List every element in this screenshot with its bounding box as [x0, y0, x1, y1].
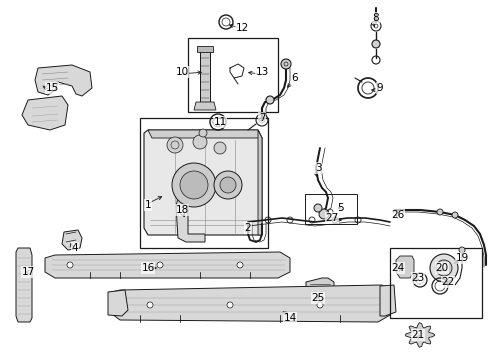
Circle shape — [226, 302, 232, 308]
Circle shape — [157, 262, 163, 268]
Circle shape — [167, 137, 183, 153]
Text: 1: 1 — [144, 200, 151, 210]
Text: 17: 17 — [21, 267, 35, 277]
Text: 14: 14 — [283, 313, 296, 323]
Polygon shape — [200, 50, 209, 102]
Circle shape — [313, 204, 321, 212]
Text: 19: 19 — [454, 253, 468, 263]
Text: 15: 15 — [45, 83, 59, 93]
Text: 24: 24 — [390, 263, 404, 273]
Text: 3: 3 — [314, 163, 321, 173]
Circle shape — [265, 96, 273, 104]
Text: 21: 21 — [410, 330, 424, 340]
Text: 2: 2 — [244, 223, 251, 233]
Circle shape — [214, 142, 225, 154]
Polygon shape — [45, 252, 289, 278]
Circle shape — [435, 260, 451, 276]
Circle shape — [429, 254, 457, 282]
Polygon shape — [305, 278, 333, 310]
Polygon shape — [143, 130, 262, 235]
Circle shape — [220, 177, 236, 193]
Text: 9: 9 — [376, 83, 383, 93]
Circle shape — [237, 262, 243, 268]
Polygon shape — [176, 198, 204, 242]
Text: 4: 4 — [72, 243, 78, 253]
Polygon shape — [258, 130, 262, 235]
Polygon shape — [194, 102, 216, 110]
Bar — [389, 248, 481, 318]
Text: 8: 8 — [372, 13, 379, 23]
Circle shape — [451, 212, 457, 218]
Circle shape — [214, 171, 242, 199]
Text: 16: 16 — [141, 263, 154, 273]
Text: 23: 23 — [410, 273, 424, 283]
Text: 20: 20 — [434, 263, 447, 273]
Text: 25: 25 — [311, 293, 324, 303]
Circle shape — [172, 163, 216, 207]
Text: 7: 7 — [258, 113, 265, 123]
Text: 11: 11 — [213, 117, 226, 127]
Polygon shape — [22, 96, 68, 130]
Polygon shape — [108, 290, 128, 316]
Text: 10: 10 — [175, 67, 188, 77]
Circle shape — [193, 135, 206, 149]
Circle shape — [458, 247, 464, 253]
Circle shape — [67, 262, 73, 268]
Text: 26: 26 — [390, 210, 404, 220]
Circle shape — [281, 59, 290, 69]
Polygon shape — [148, 130, 262, 138]
Circle shape — [436, 209, 442, 215]
Bar — [140, 118, 267, 248]
Polygon shape — [35, 65, 92, 96]
Text: 13: 13 — [255, 67, 268, 77]
Polygon shape — [197, 46, 213, 52]
Polygon shape — [62, 230, 82, 250]
Text: 27: 27 — [325, 213, 338, 223]
Circle shape — [371, 40, 379, 48]
Circle shape — [147, 302, 153, 308]
Circle shape — [318, 209, 328, 219]
Circle shape — [316, 302, 323, 308]
Circle shape — [199, 129, 206, 137]
Circle shape — [180, 171, 207, 199]
Bar — [187, 38, 278, 112]
Polygon shape — [379, 285, 395, 316]
Text: 6: 6 — [291, 73, 298, 83]
Polygon shape — [16, 248, 32, 322]
Text: 18: 18 — [175, 205, 188, 215]
Polygon shape — [395, 256, 413, 278]
Text: 12: 12 — [235, 23, 248, 33]
Bar — [305, 194, 356, 224]
Polygon shape — [112, 285, 389, 322]
Text: 5: 5 — [336, 203, 343, 213]
Polygon shape — [405, 323, 434, 347]
Text: 22: 22 — [441, 277, 454, 287]
